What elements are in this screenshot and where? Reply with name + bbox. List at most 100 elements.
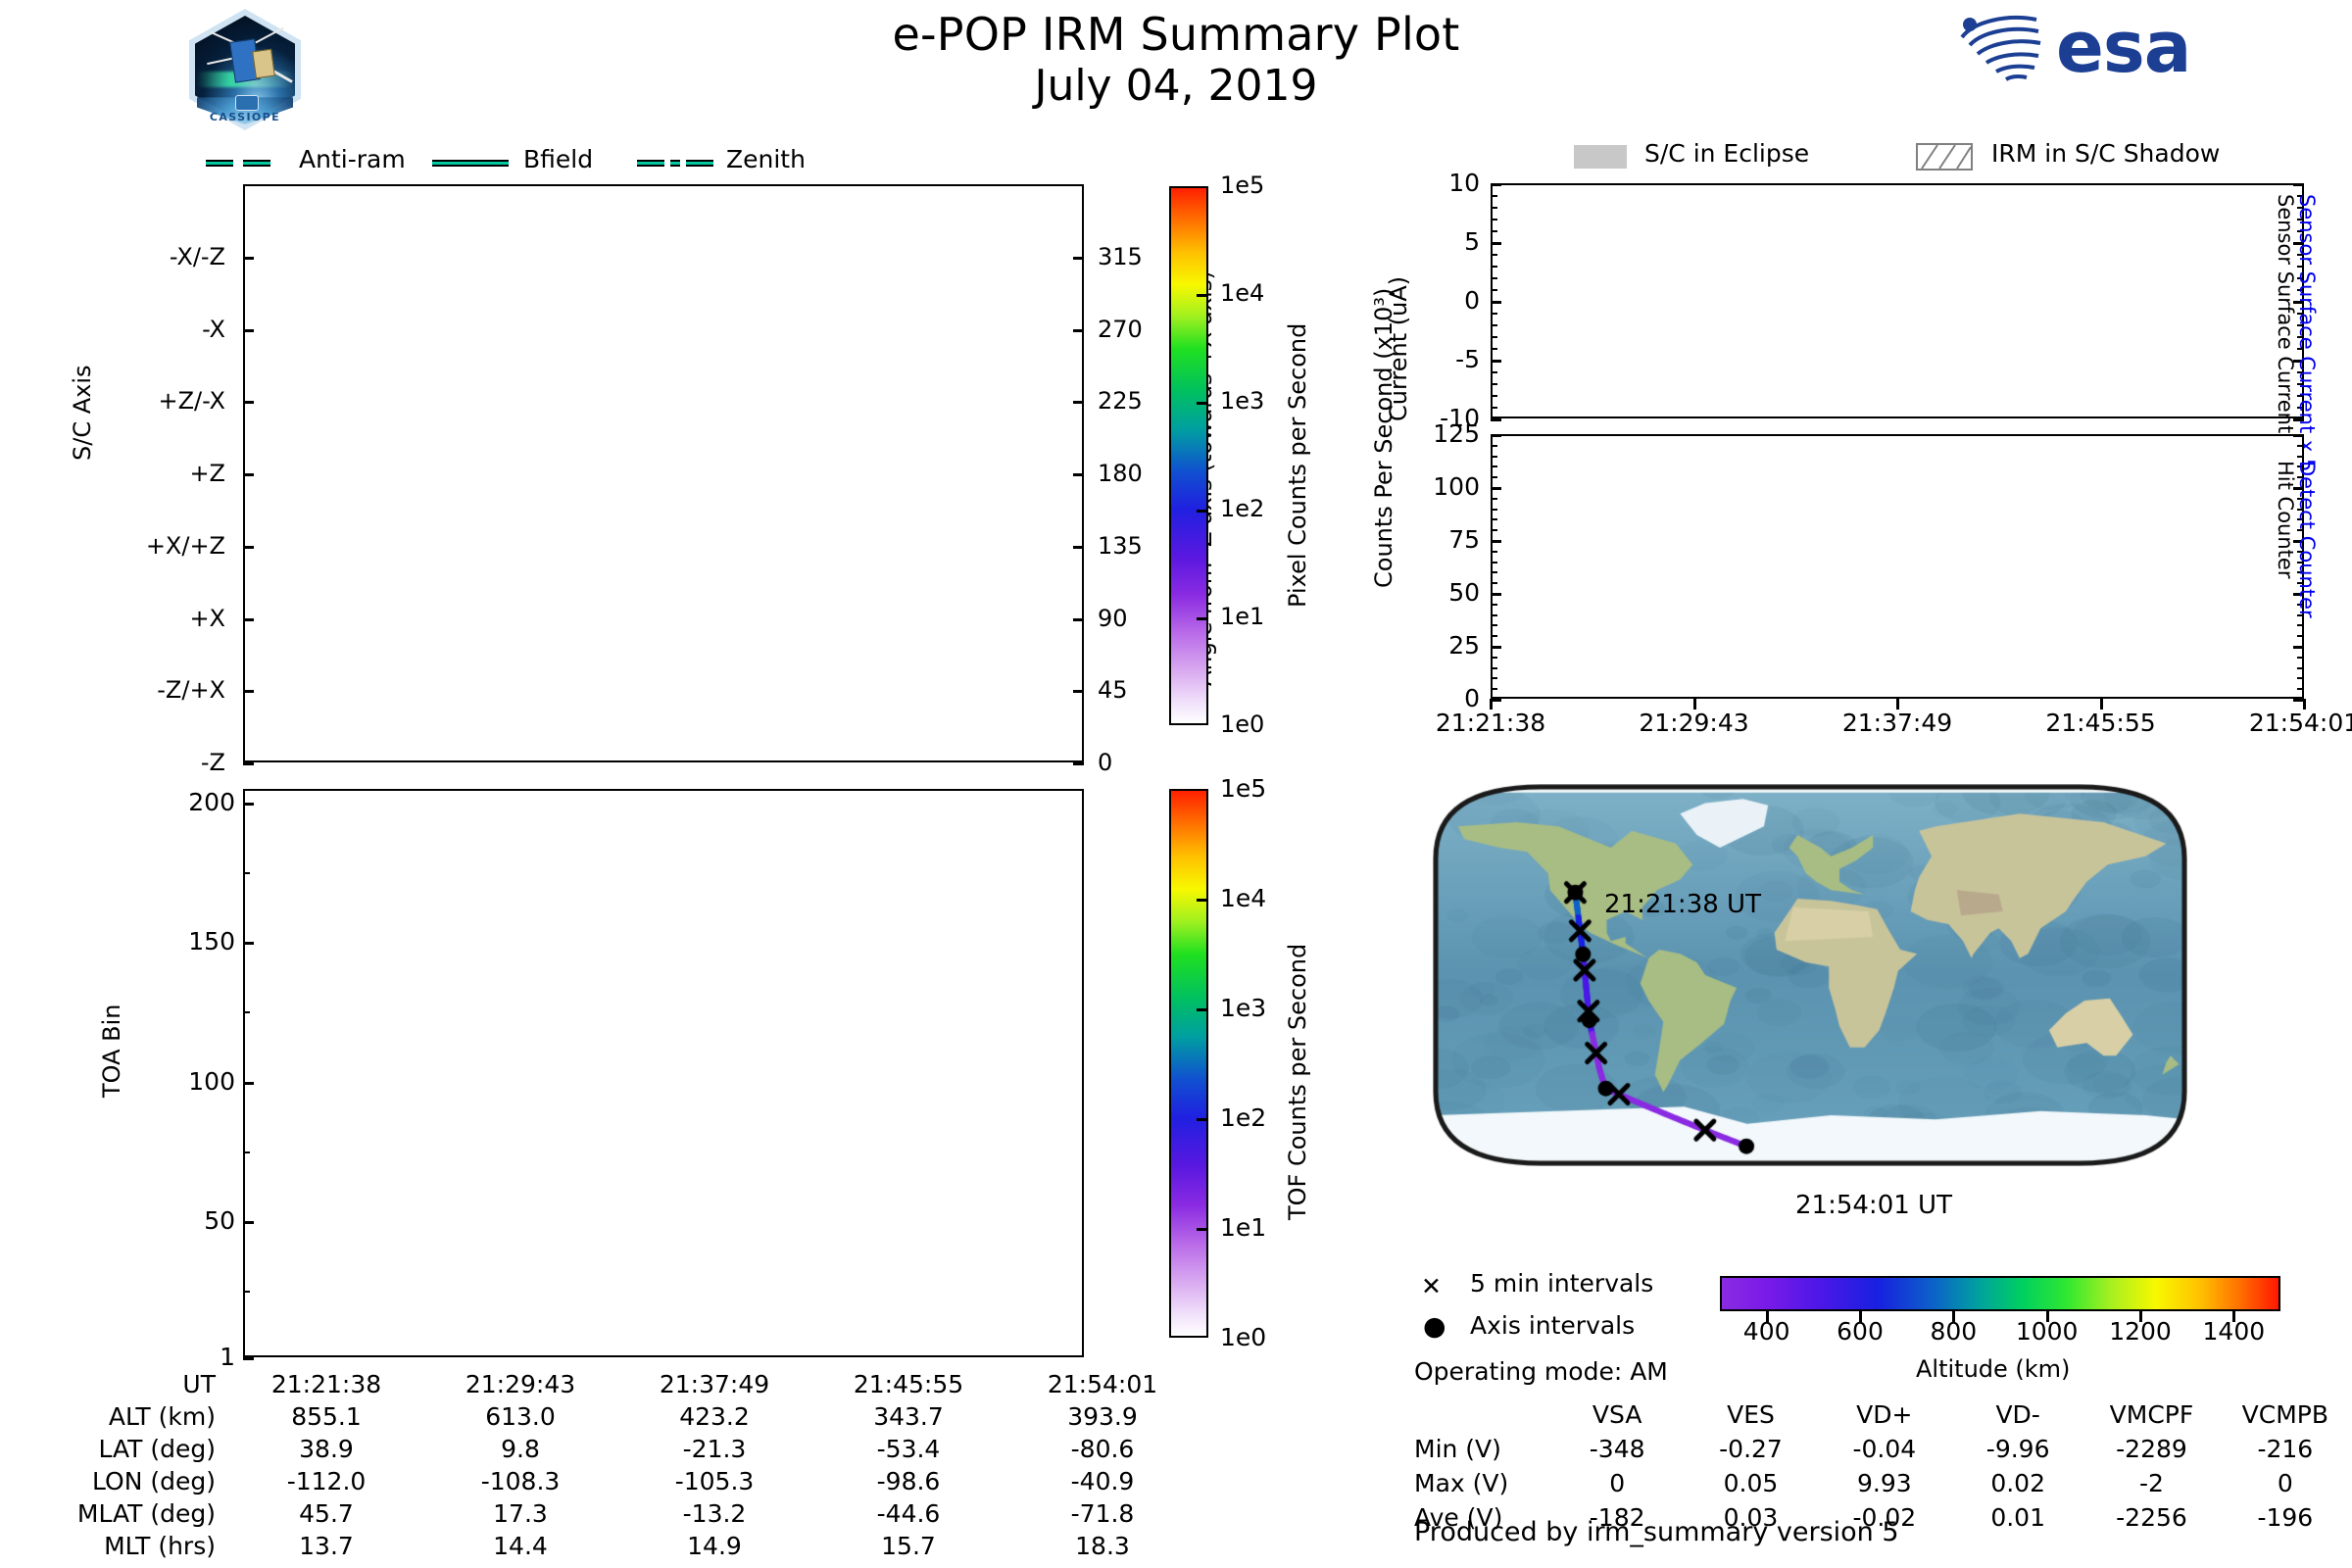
counts-xtick-0: 21:21:38: [1435, 709, 1546, 737]
ephemeris-cell: 15.7: [881, 1532, 936, 1560]
current-minor-tick-r--9: [2297, 407, 2304, 409]
ephemeris-cell: 343.7: [873, 1402, 944, 1431]
pixel-angle-tick-4: 135: [1098, 531, 1143, 560]
current-right-label-blue: Sensor Surface Current x 5: [2295, 194, 2319, 472]
tof-cb-tick-mark-4: [1197, 1228, 1208, 1231]
ephemeris-cell: 21:54:01: [1047, 1370, 1158, 1398]
ephemeris-cell: 21:29:43: [465, 1370, 576, 1398]
current-minor-tick--3: [1491, 336, 1497, 338]
voltage-row: Ave (V) -182 0.03 -0.02 0.01 -2256 -196: [1414, 1502, 2352, 1537]
legend-zenith-dot-1: [670, 160, 680, 167]
ephemeris-cell: -108.3: [480, 1467, 561, 1495]
ephemeris-cell: 13.7: [299, 1532, 354, 1560]
legend-antiram-dash-1: [206, 160, 233, 167]
tof-ytick-0: 200: [188, 788, 235, 817]
counts-ytick-mark-r-3: [2293, 593, 2304, 596]
tof-cb-tick-2: 1e3: [1220, 994, 1267, 1022]
counts-minor-tick-r-60: [2297, 571, 2304, 574]
counts-ytick-2: 75: [1448, 525, 1480, 554]
counts-ytick-mark-r-4: [2293, 646, 2304, 649]
voltage-row: Max (V) 0 0.05 9.93 0.02 -2 0: [1414, 1468, 2352, 1502]
legend-shadow-hatch-swatch: [1916, 143, 1973, 171]
ephemeris-row-header: MLT (hrs): [104, 1532, 216, 1560]
ephemeris-row-header: ALT (km): [108, 1402, 216, 1431]
current-minor-tick-r-1: [2297, 289, 2304, 291]
voltage-row-header: Min (V): [1414, 1435, 1501, 1463]
tof-minor-tick-25: [243, 1290, 250, 1293]
current-plot-frame: [1491, 183, 2304, 418]
pixel-cb-tick-5: 1e0: [1220, 710, 1265, 738]
pixel-angle-tick-2: 225: [1098, 387, 1143, 416]
tof-ytick-mark-1: [243, 942, 254, 946]
counts-xtick-mark-2: [1896, 699, 1899, 710]
current-minor-tick-1: [1491, 289, 1497, 291]
ephemeris-cell: 423.2: [679, 1402, 750, 1431]
map-legend-dot-marker-icon: ●: [1423, 1311, 1446, 1342]
map-legend-axis-label: Axis intervals: [1470, 1311, 1636, 1340]
legend-eclipse-swatch: [1574, 145, 1627, 169]
ephemeris-cell: 613.0: [485, 1402, 556, 1431]
current-minor-tick--4: [1491, 348, 1497, 350]
voltage-corner-cell: [1414, 1399, 1550, 1434]
tof-ytick-3: 50: [204, 1205, 235, 1235]
pixel-angle-tick-6: 45: [1098, 676, 1128, 705]
pixel-ytick-mark-4: [243, 545, 254, 549]
tof-ytick-mark-0: [243, 803, 254, 807]
tof-minor-tick-175: [243, 872, 250, 875]
pixel-cb-tick-mark-3: [1197, 510, 1208, 513]
current-ytick-0: 10: [1448, 169, 1480, 197]
ephemeris-row-header: LAT (deg): [98, 1435, 216, 1463]
voltage-cell: -0.27: [1719, 1435, 1783, 1463]
counts-right-label-blue: Detect Counter: [2295, 461, 2319, 618]
voltage-cell: -216: [2257, 1435, 2314, 1463]
ephemeris-cell: -21.3: [682, 1435, 747, 1463]
counts-ytick-0: 125: [1433, 419, 1480, 448]
pixel-ytick-6: -Z/+X: [157, 676, 225, 705]
counts-minor-tick-70: [1491, 550, 1497, 553]
pixel-ytick-mark-0: [243, 256, 254, 260]
counts-minor-tick-30: [1491, 635, 1497, 638]
counts-minor-tick-r-5: [2297, 688, 2304, 691]
tof-colorbar: [1169, 789, 1208, 1338]
counts-minor-tick-r-85: [2297, 518, 2304, 521]
ephemeris-row: ALT (km) 855.1 613.0 423.2 343.7 393.9: [39, 1402, 1200, 1435]
pixel-cb-tick-1: 1e4: [1220, 279, 1265, 307]
altitude-colorbar: [1720, 1276, 2280, 1311]
counts-minor-tick-r-95: [2297, 497, 2304, 500]
voltage-row-header: Max (V): [1414, 1469, 1509, 1497]
counts-minor-tick-r-35: [2297, 624, 2304, 627]
tof-cb-tick-4: 1e1: [1220, 1213, 1267, 1242]
counts-minor-tick-10: [1491, 677, 1497, 680]
tof-cb-tick-0: 1e5: [1220, 774, 1267, 803]
pixel-ytick-mark-6: [243, 690, 254, 694]
voltage-cell: 0.01: [1990, 1503, 2045, 1532]
counts-minor-tick-r-80: [2297, 529, 2304, 532]
tof-ytick-mark-4: [243, 1357, 254, 1360]
alt-cb-tick-mark-4: [2139, 1311, 2142, 1322]
counts-minor-tick-r-105: [2297, 476, 2304, 479]
esa-swirl-icon: [1960, 16, 2041, 81]
voltage-row: Min (V) -348 -0.27 -0.04 -9.96 -2289 -216: [1414, 1434, 2352, 1468]
counts-minor-tick-55: [1491, 582, 1497, 585]
ephemeris-cell: -13.2: [682, 1499, 747, 1528]
current-minor-tick-r--3: [2297, 336, 2304, 338]
ephemeris-row: MLAT (deg) 45.7 17.3 -13.2 -44.6 -71.8: [39, 1499, 1200, 1532]
ephemeris-cell: -71.8: [1070, 1499, 1135, 1528]
pixel-cb-tick-4: 1e1: [1220, 603, 1265, 630]
counts-ytick-mark-2: [1491, 540, 1501, 543]
counts-ytick-mark-r-5: [2293, 699, 2304, 702]
current-ytick-mark-r-0: [2293, 183, 2304, 186]
current-ytick-3: -5: [1455, 345, 1480, 373]
ephemeris-cell: 21:37:49: [659, 1370, 770, 1398]
voltage-cell: -182: [1589, 1503, 1645, 1532]
counts-minor-tick-r-40: [2297, 613, 2304, 616]
tof-spectrogram-frame: [243, 789, 1084, 1357]
tof-cb-tick-5: 1e0: [1220, 1323, 1267, 1351]
current-minor-tick-r-2: [2297, 277, 2304, 279]
counts-minor-tick-115: [1491, 455, 1497, 458]
voltage-cell: -0.04: [1852, 1435, 1917, 1463]
current-minor-tick--7: [1491, 383, 1497, 385]
ground-track-map: [1433, 784, 2187, 1166]
current-minor-tick-2: [1491, 277, 1497, 279]
map-legend-5min-label: 5 min intervals: [1470, 1269, 1654, 1298]
